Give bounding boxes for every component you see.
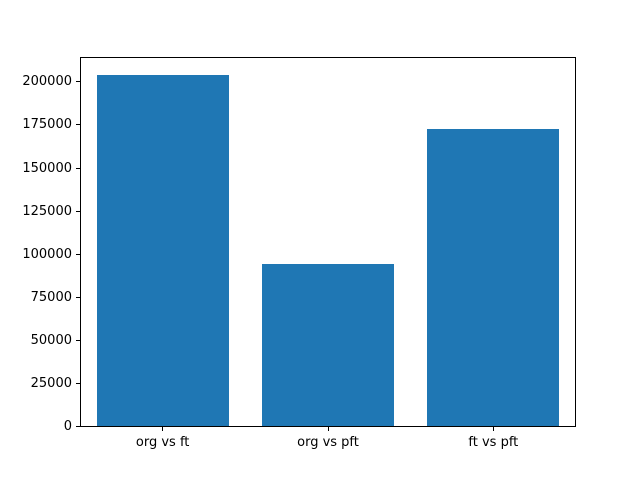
bar-org-vs-pft — [261, 263, 395, 426]
y-tick-label: 50000 — [30, 332, 72, 348]
x-tick-label: org vs pft — [297, 435, 359, 450]
y-tick-mark — [76, 296, 80, 298]
bar-ft-vs-pft — [427, 129, 560, 426]
y-tick-label: 150000 — [22, 160, 72, 176]
y-tick-mark — [76, 81, 80, 83]
y-tick-label: 175000 — [22, 117, 72, 133]
x-tick-mark — [327, 427, 329, 431]
y-tick-label: 100000 — [22, 246, 72, 262]
y-tick-label: 200000 — [22, 74, 72, 90]
y-tick-label: 75000 — [30, 289, 72, 305]
y-tick-mark — [76, 382, 80, 384]
y-tick-label: 125000 — [22, 203, 72, 219]
y-tick-label: 0 — [63, 419, 72, 434]
bar-org-vs-ft — [96, 74, 229, 426]
y-tick-mark — [76, 124, 80, 126]
y-tick-mark — [76, 339, 80, 341]
x-tick-mark — [492, 427, 494, 431]
y-tick-mark — [76, 426, 80, 427]
y-tick-mark — [76, 167, 80, 169]
x-tick-label: ft vs pft — [468, 435, 519, 450]
y-tick-label: 25000 — [30, 375, 72, 391]
y-tick-mark — [76, 210, 80, 212]
y-tick-mark — [76, 253, 80, 255]
x-tick-label: org vs ft — [135, 435, 190, 450]
x-tick-mark — [162, 427, 164, 431]
